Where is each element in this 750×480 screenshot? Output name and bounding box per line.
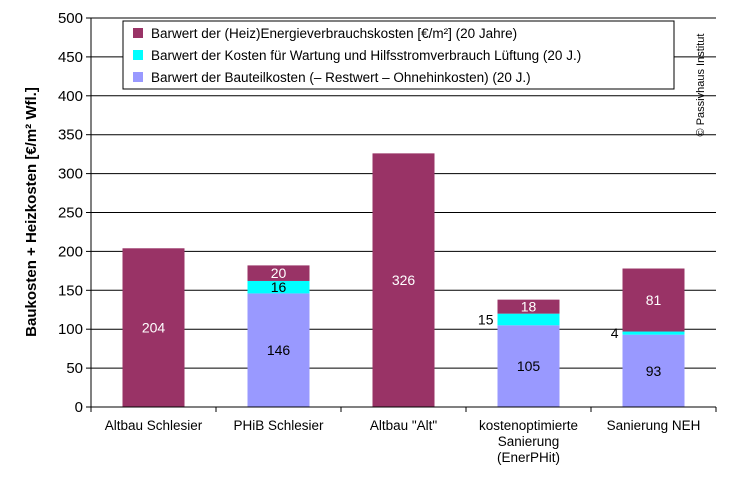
y-tick-label: 350 (58, 127, 83, 144)
legend-swatch (133, 50, 143, 60)
bar-segment (497, 325, 560, 407)
x-category-label: Altbau Schlesier (105, 418, 203, 433)
data-label: 18 (521, 299, 537, 315)
y-tick-label: 250 (58, 205, 83, 222)
y-tick-labels: 0 50 100 150 200 250 300 350 400 450 500 (58, 10, 91, 416)
bar-segment (372, 153, 435, 407)
data-label: 105 (517, 358, 541, 374)
y-tick-label: 200 (58, 243, 83, 260)
bar-segment (622, 268, 685, 332)
x-category-label: Sanierung NEH (607, 418, 701, 433)
data-label: 326 (392, 272, 416, 288)
legend-swatch (133, 72, 143, 82)
bar-segment (247, 293, 310, 407)
data-label: 93 (646, 363, 662, 379)
data-label: 81 (646, 292, 662, 308)
bar-segment (247, 280, 310, 294)
data-label: 204 (142, 320, 166, 336)
legend-label: Barwert der (Heiz)Energieverbrauchskoste… (151, 26, 517, 41)
x-category-labels: Altbau Schlesier PHiB Schlesier Altbau "Al… (90, 407, 717, 465)
legend-label: Barwert der Bauteilkosten (– Restwert – … (151, 70, 531, 85)
y-tick-label: 150 (58, 282, 83, 299)
x-category-label: Altbau "Alt" (370, 418, 438, 433)
legend-label: Barwert der Kosten für Wartung und Hilfs… (151, 48, 581, 63)
data-label: 20 (271, 265, 287, 281)
x-category-label: PHiB Schlesier (233, 418, 324, 433)
x-category-label: kostenoptimierte (479, 418, 578, 433)
y-tick-label: 450 (58, 49, 83, 66)
bar-segment (247, 265, 310, 281)
x-category-label: (EnerPHit) (497, 450, 560, 465)
data-label: 146 (267, 342, 291, 358)
data-label: 4 (611, 325, 619, 341)
bar-segment (622, 331, 685, 335)
y-tick-label: 400 (58, 88, 83, 105)
y-tick-label: 0 (75, 399, 83, 416)
bar-segment (622, 334, 685, 407)
y-tick-label: 500 (58, 10, 83, 27)
legend-box (122, 20, 675, 90)
legend-swatch (133, 28, 143, 38)
y-tick-label: 50 (66, 360, 83, 377)
copyright-annotation: © Passivhaus Institut (695, 34, 707, 137)
y-axis-title: Baukosten + Heizkosten [€/m² Wfl.] (23, 87, 40, 337)
data-label: 15 (478, 311, 494, 327)
y-tick-label: 300 (58, 166, 83, 183)
bar-segment (122, 248, 185, 407)
data-label: 16 (271, 279, 287, 295)
bar-segment (497, 313, 560, 326)
bar-segment (497, 299, 560, 314)
y-tick-label: 100 (58, 321, 83, 338)
x-category-label: Sanierung (498, 434, 560, 449)
legend: Barwert der (Heiz)Energieverbrauchskoste… (122, 20, 675, 90)
